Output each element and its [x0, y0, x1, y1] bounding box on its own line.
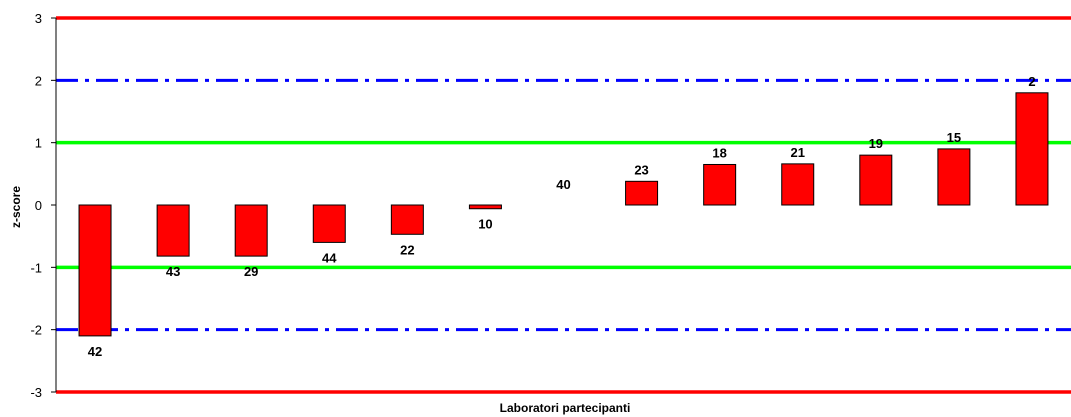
bar — [234, 204, 268, 257]
bar-label: 43 — [166, 264, 180, 279]
bar — [781, 163, 815, 206]
bar-label: 2 — [1028, 74, 1035, 89]
bar — [312, 204, 346, 243]
y-tick-label: 2 — [35, 73, 42, 88]
bar — [625, 180, 659, 206]
bar-label: 23 — [634, 162, 648, 177]
bar-label: 21 — [790, 145, 804, 160]
y-tick-label: 1 — [35, 136, 42, 151]
y-axis-title: z-score — [9, 186, 23, 228]
bar — [1015, 92, 1049, 206]
y-tick-label: -2 — [30, 323, 42, 338]
y-tick-label: 3 — [35, 11, 42, 26]
x-axis-title: Laboratori partecipanti — [500, 401, 631, 415]
bar-label: 29 — [244, 264, 258, 279]
bar-label: 15 — [947, 130, 961, 145]
bar-label: 19 — [869, 136, 883, 151]
bar-label: 44 — [322, 250, 337, 265]
y-axis: 3 2 1 0 -1 -2 -3 — [30, 11, 57, 400]
y-tick-label: -1 — [30, 260, 42, 275]
reference-lines — [56, 16, 1071, 394]
bar-label: 40 — [556, 177, 570, 192]
bar-label: 18 — [712, 145, 726, 160]
bar — [937, 148, 971, 206]
y-tick-label: -3 — [30, 385, 42, 400]
bar — [468, 204, 502, 210]
bar — [78, 204, 112, 337]
bar-label: 22 — [400, 242, 414, 257]
y-tick-label: 0 — [35, 198, 42, 213]
bar — [859, 154, 893, 206]
bar-label: 10 — [478, 217, 492, 232]
bar-label: 42 — [88, 344, 102, 359]
bar-labels: 42 43 29 44 22 10 40 23 18 21 19 15 2 — [88, 74, 1036, 359]
bar — [703, 163, 737, 206]
bar — [156, 204, 190, 257]
bars — [78, 92, 1049, 337]
bar — [390, 204, 424, 235]
